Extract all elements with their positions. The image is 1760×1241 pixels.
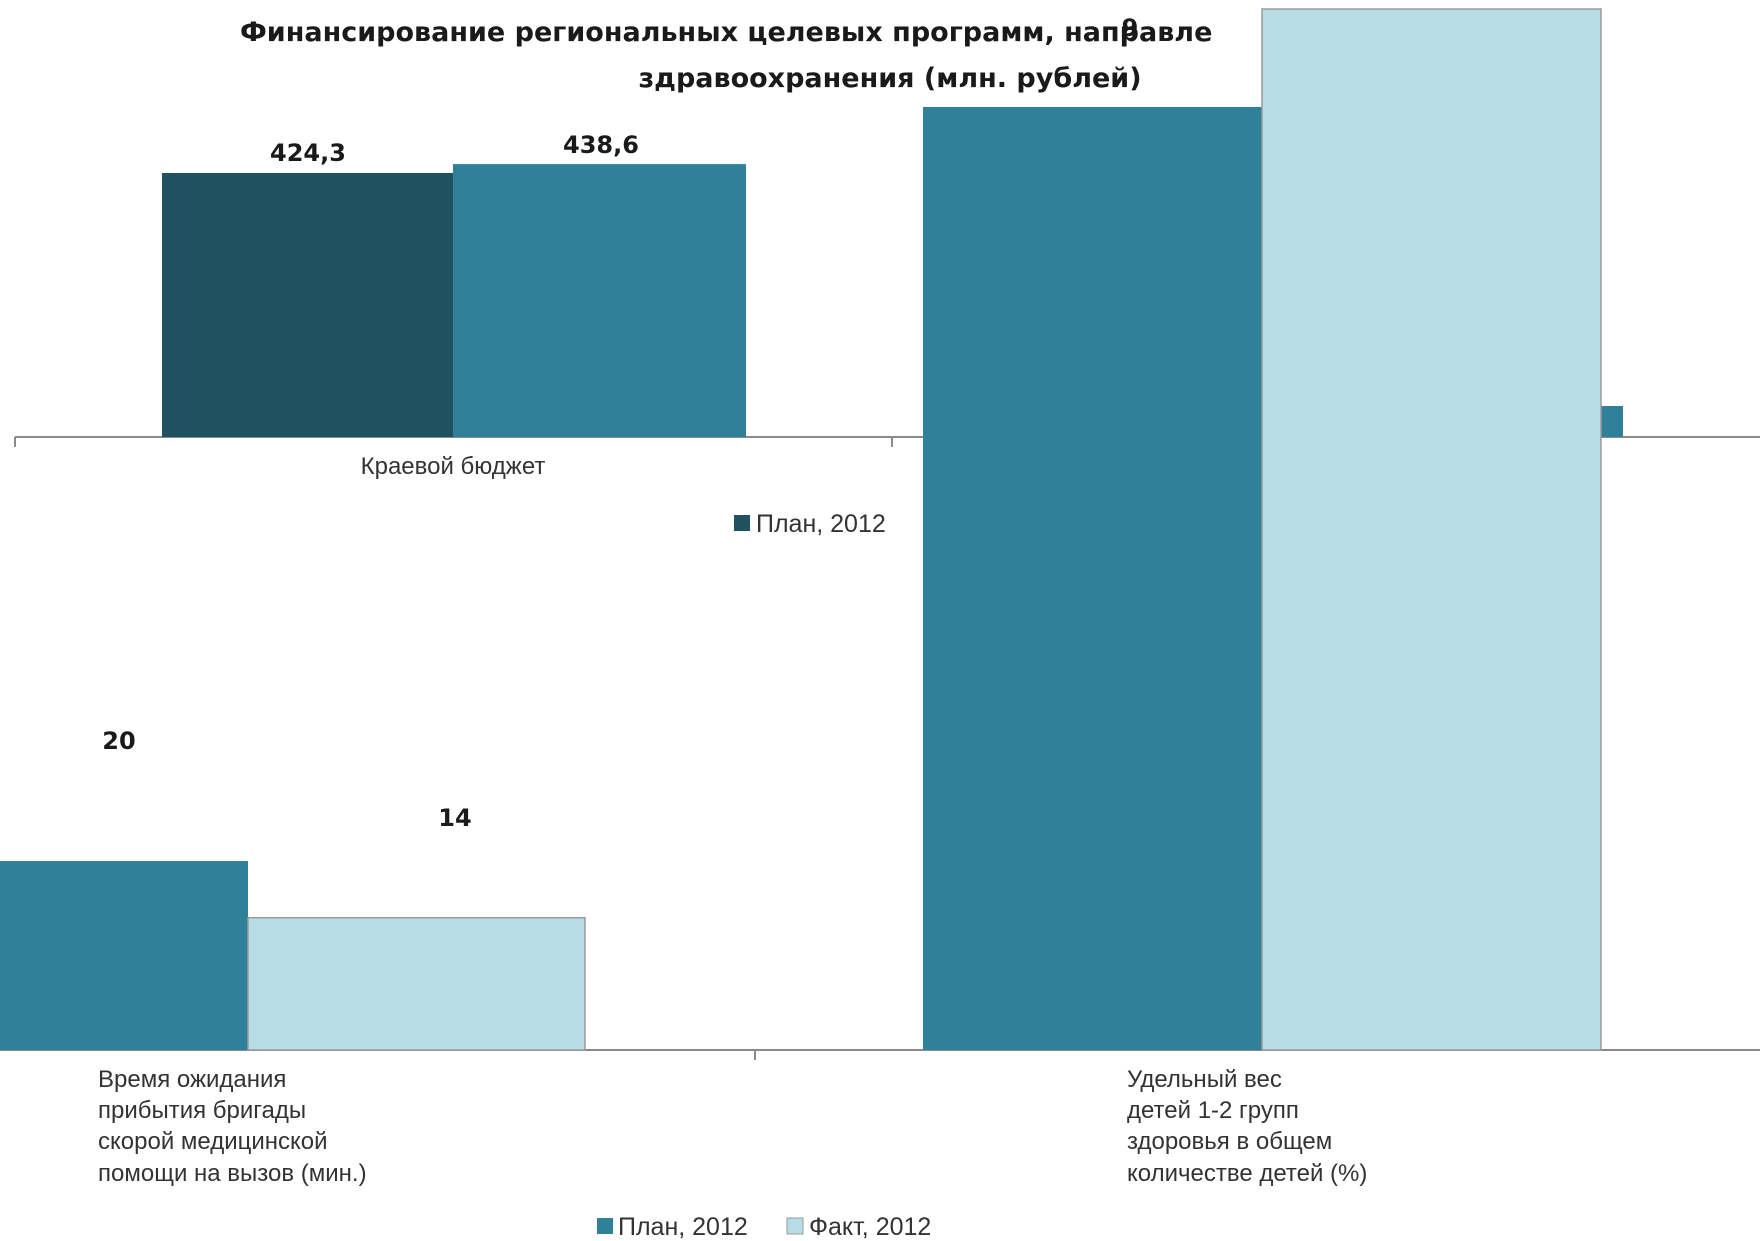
chart1-bar-fact-kraevoy — [453, 164, 746, 437]
chart2-category-label-line: здоровья в общем — [1127, 1128, 1332, 1155]
chart2-legend-swatch-plan — [597, 1218, 613, 1234]
chart1-legend-label-plan: План, 2012 — [756, 510, 886, 538]
chart2-bar-fact-children — [1261, 8, 1602, 1051]
chart2-value-label-fact-ambulance: 14 — [438, 804, 471, 832]
chart-1: 424,3 438,6 Краевой бюджет План, 2012 — [14, 131, 1760, 538]
chart1-legend-swatch-plan — [734, 515, 750, 531]
chart2-category-label-line: детей 1-2 групп — [1127, 1097, 1299, 1124]
chart-2: 20 14 Время ожидания прибытия бригады ск… — [0, 727, 1760, 1241]
chart2-category-label-line: скорой медицинской — [98, 1128, 328, 1155]
chart1-value-label-fact: 438,6 — [563, 131, 639, 159]
chart2-legend-swatch-fact — [786, 1217, 804, 1235]
chart2-value-label-plan-ambulance: 20 — [102, 727, 135, 755]
chart1-title-line-1: Финансирование региональных целевых прог… — [240, 17, 1212, 48]
chart1-category-label: Краевой бюджет — [361, 453, 546, 480]
chart1-bar-plan-kraevoy — [162, 173, 453, 437]
chart2-bar-plan-ambulance — [0, 861, 248, 1050]
chart2-legend-label-fact: Факт, 2012 — [809, 1213, 931, 1241]
chart2-category-label-line: Удельный вес — [1127, 1066, 1282, 1093]
chart2-bar-fact-ambulance — [247, 916, 586, 1051]
chart2-front-layer — [923, 8, 1602, 1051]
chart1-value-label-plan: 424,3 — [270, 139, 346, 167]
chart2-category-label-line: Время ожидания — [98, 1066, 286, 1093]
chart2-category-label-line: помощи на вызов (мин.) — [98, 1160, 367, 1187]
chart2-bar-plan-children — [923, 107, 1262, 1050]
chart1-title-line-2: здравоохранения (млн. рублей) — [638, 63, 1141, 94]
chart2-value-label-fact-children: 9 — [1122, 14, 1139, 42]
chart2-legend-label-plan: План, 2012 — [618, 1213, 748, 1241]
chart2-category-label-line: прибытия бригады — [98, 1097, 306, 1124]
chart2-category-label-line: количестве детей (%) — [1127, 1160, 1367, 1187]
